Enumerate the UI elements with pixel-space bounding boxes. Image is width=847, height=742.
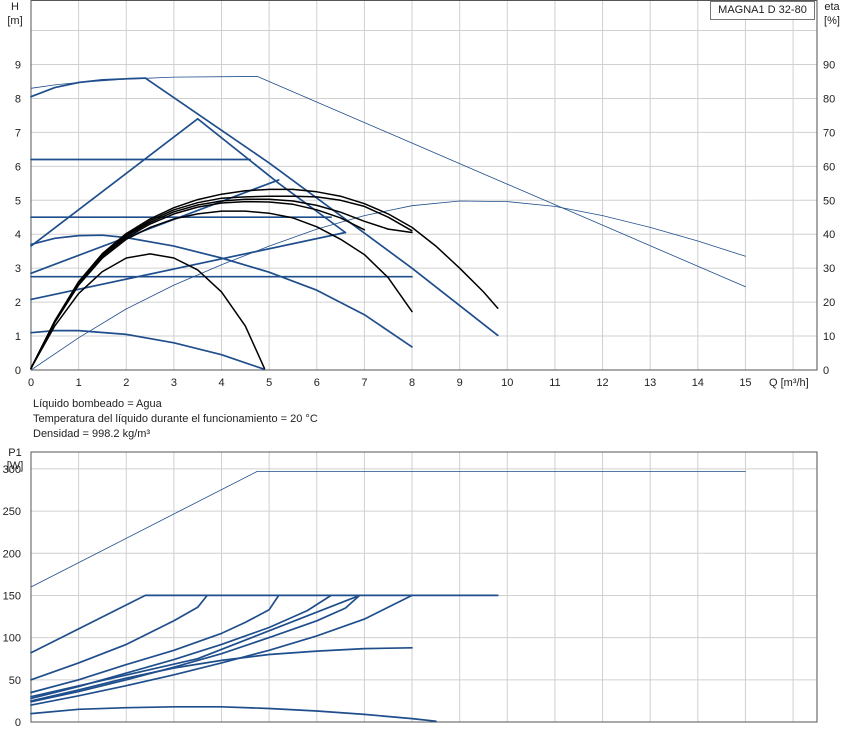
- qh-xtick-label: 2: [123, 377, 129, 389]
- p1-curve-2: [30, 594, 209, 681]
- qh-xtick-label: 5: [266, 377, 272, 389]
- qh-ylabel: [m]: [7, 15, 22, 27]
- qh-y2label: eta: [824, 1, 840, 13]
- qh-y2tick-label: 40: [823, 229, 835, 241]
- p1-ylabel: [W]: [7, 460, 24, 472]
- qh-y2tick-label: 20: [823, 297, 835, 309]
- qh-xtick-label: 9: [457, 377, 463, 389]
- qh-curve-11: [30, 200, 746, 371]
- qh-curve-6: [30, 234, 413, 348]
- p1-curve-9: [30, 594, 361, 698]
- qh-curve-9: [30, 329, 266, 371]
- p1-curve-0: [30, 470, 746, 588]
- qh-curve-7: [30, 179, 280, 275]
- qh-xtick-label: 0: [28, 377, 34, 389]
- info-density: Densidad = 998.2 kg/m³: [33, 428, 151, 440]
- p1-curve-5: [30, 594, 361, 703]
- qh-xtick-label: 11: [549, 377, 560, 389]
- qh-xtick-label: 6: [314, 377, 320, 389]
- qh-curve-1: [144, 77, 499, 337]
- qh-y2tick-label: 50: [823, 195, 835, 207]
- p1-ylabel: P1: [8, 447, 21, 459]
- qh-xtick-label: 1: [76, 377, 82, 389]
- qh-curve-12: [30, 253, 266, 370]
- qh-ytick-label: 9: [15, 59, 21, 71]
- qh-curve-0: [30, 77, 147, 98]
- p1-ytick-label: 150: [3, 590, 21, 602]
- qh-xtick-label: 4: [218, 377, 224, 389]
- p1-curve-3: [30, 594, 280, 694]
- qh-ytick-label: 8: [15, 93, 21, 105]
- qh-ytick-label: 4: [15, 229, 21, 241]
- qh-ylabel: H: [11, 1, 19, 13]
- p1-ytick-label: 50: [9, 675, 21, 687]
- info-temperature: Temperatura del líquido durante el funci…: [33, 413, 318, 425]
- qh-y2tick-label: 60: [823, 161, 835, 173]
- p1-ytick-label: 200: [3, 548, 21, 560]
- qh-xlabel: Q [m³/h]: [769, 377, 809, 389]
- p1-frame: [30, 451, 818, 723]
- qh-y2tick-label: 90: [823, 59, 835, 71]
- qh-xtick-label: 8: [409, 377, 415, 389]
- p1-curve-8: [30, 705, 437, 723]
- qh-y2tick-label: 0: [823, 365, 829, 377]
- qh-curve-3: [30, 117, 347, 247]
- qh-y2tick-label: 70: [823, 127, 835, 139]
- qh-xtick-label: 7: [361, 377, 367, 389]
- qh-xtick-label: 12: [596, 377, 608, 389]
- qh-y2tick-label: 80: [823, 93, 835, 105]
- p1-ytick-label: 250: [3, 506, 21, 518]
- qh-frame: [30, 0, 818, 371]
- qh-ytick-label: 3: [15, 263, 21, 275]
- p1-ytick-label: 0: [15, 717, 21, 729]
- p1-curve-6: [30, 594, 413, 706]
- qh-y2tick-label: 30: [823, 263, 835, 275]
- qh-y2label: [%]: [824, 15, 840, 27]
- qh-ytick-label: 5: [15, 195, 21, 207]
- qh-xtick-label: 14: [692, 377, 704, 389]
- qh-xtick-label: 10: [501, 377, 513, 389]
- qh-ytick-label: 1: [15, 331, 21, 343]
- qh-y2tick-label: 10: [823, 331, 835, 343]
- qh-ytick-label: 6: [15, 161, 21, 173]
- model-label: MAGNA1 D 32-80: [710, 1, 815, 20]
- qh-curve-10: [30, 76, 746, 288]
- p1-ytick-label: 100: [3, 633, 21, 645]
- p1-curve-7: [30, 646, 413, 702]
- qh-xtick-label: 15: [739, 377, 751, 389]
- info-liquid: Líquido bombeado = Agua: [33, 398, 162, 410]
- p1-ytick-label: 300: [3, 464, 21, 476]
- qh-ytick-label: 0: [15, 365, 21, 377]
- qh-ytick-label: 7: [15, 127, 21, 139]
- qh-curve-13: [30, 210, 413, 370]
- qh-ytick-label: 2: [15, 297, 21, 309]
- qh-curve-17: [30, 188, 499, 370]
- qh-xtick-label: 3: [171, 377, 177, 389]
- p1-curve-1: [30, 594, 499, 654]
- qh-xtick-label: 13: [644, 377, 656, 389]
